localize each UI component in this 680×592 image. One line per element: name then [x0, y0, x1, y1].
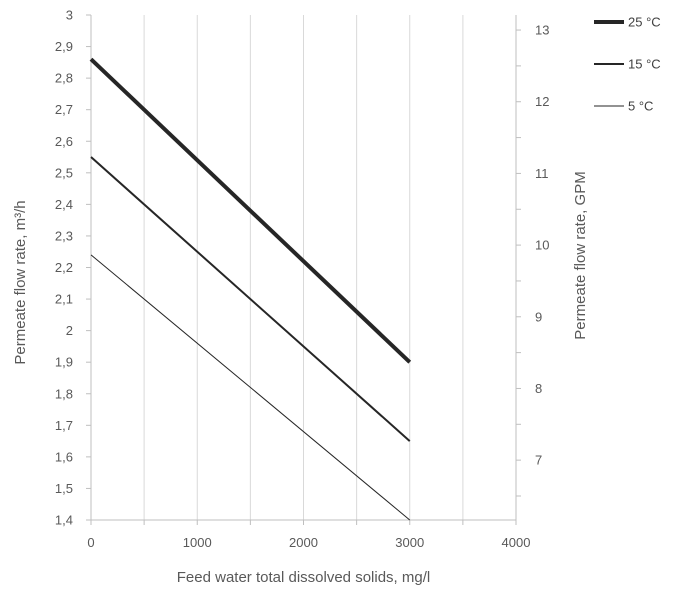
y-tick-label: 2,4	[55, 197, 73, 212]
legend-label: 15 °C	[628, 57, 661, 72]
y2-tick-label: 12	[535, 94, 549, 109]
right-y-tick-labels: 7 8 9 10 11 12 13	[516, 23, 549, 497]
y-tick-label: 2,7	[55, 102, 73, 117]
y-tick-label: 3	[66, 8, 73, 23]
y-tick-label: 1,6	[55, 449, 73, 464]
y2-tick-label: 11	[535, 166, 549, 181]
x-tick-label: 4000	[502, 535, 531, 550]
x-axis-title: Feed water total dissolved solids, mg/l	[177, 569, 430, 586]
y2-tick-label: 7	[535, 453, 542, 468]
y-tick-label: 2,9	[55, 39, 73, 54]
series-line	[90, 254, 411, 521]
y2-tick-label: 8	[535, 381, 542, 396]
y-tick-label: 2,3	[55, 228, 73, 243]
series-lines	[89, 57, 412, 521]
x-tick-label: 1000	[183, 535, 212, 550]
y2-tick-label: 10	[535, 238, 549, 253]
legend: 25 °C 15 °C 5 °C	[594, 15, 661, 114]
y2-tick-label: 13	[535, 23, 549, 38]
right-y-axis-title: Permeate flow rate, GPM	[572, 171, 589, 339]
x-tick-label: 2000	[289, 535, 318, 550]
y2-tick-label: 9	[535, 309, 542, 324]
left-y-tick-labels: 1,4 1,5 1,6 1,7 1,8 1,9 2 2,1 2,2 2,3 2,4 2,5 2,6 2,7…	[55, 8, 91, 528]
vertical-gridlines	[143, 15, 464, 520]
y-tick-label: 1,8	[55, 386, 73, 401]
y-tick-label: 2,8	[55, 71, 73, 86]
y-tick-label: 1,5	[55, 481, 73, 496]
legend-label: 25 °C	[628, 15, 661, 30]
series-line	[89, 57, 412, 364]
y-tick-label: 1,4	[55, 513, 73, 528]
y-tick-label: 2,6	[55, 134, 73, 149]
y-tick-label: 1,9	[55, 355, 73, 370]
x-tick-labels: 0 1000 2000 3000 4000	[87, 520, 530, 550]
y-tick-label: 2,5	[55, 165, 73, 180]
series-line	[90, 156, 411, 442]
y-tick-label: 2,1	[55, 292, 73, 307]
y-tick-label: 2	[66, 323, 73, 338]
left-y-axis-title: Permeate flow rate, m³/h	[12, 200, 29, 364]
y-tick-label: 1,7	[55, 418, 73, 433]
legend-label: 5 °C	[628, 99, 653, 114]
x-tick-label: 0	[87, 535, 94, 550]
y-tick-label: 2,2	[55, 260, 73, 275]
x-tick-label: 3000	[395, 535, 424, 550]
